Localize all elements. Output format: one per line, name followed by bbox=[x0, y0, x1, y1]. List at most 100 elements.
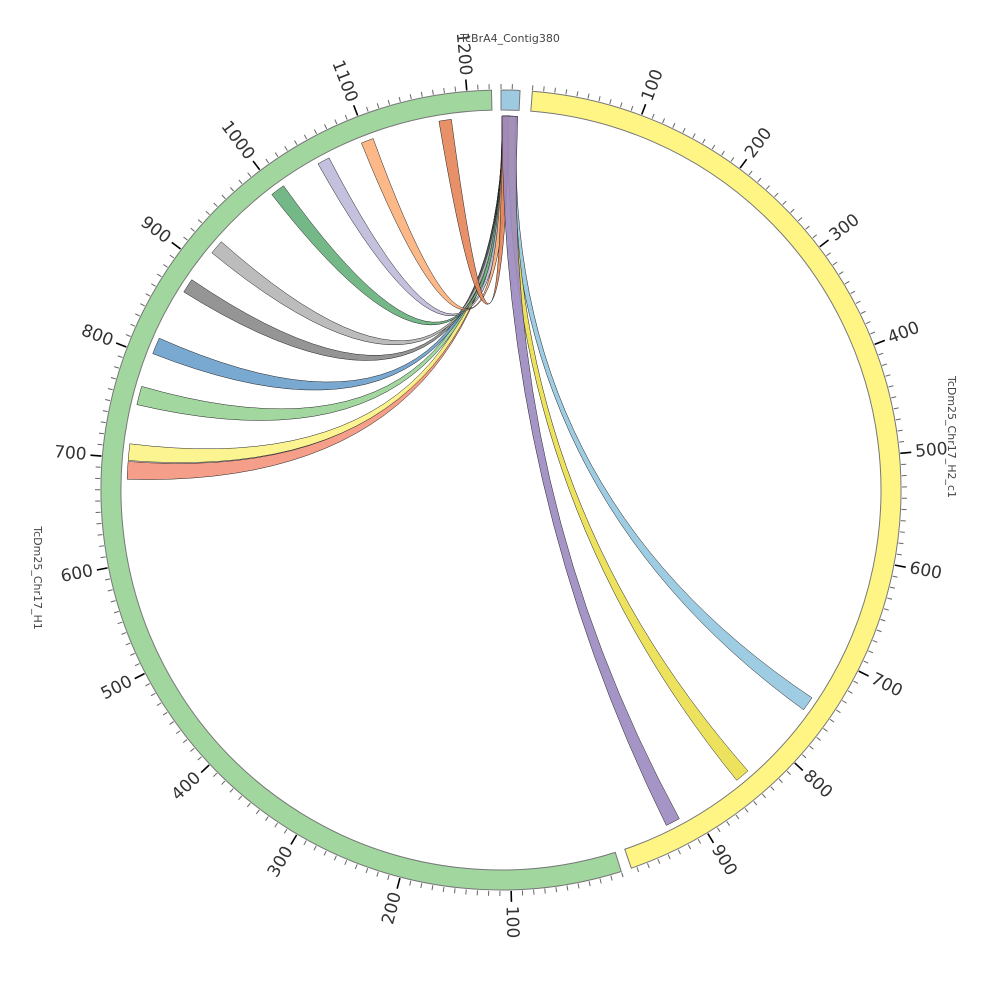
ideogram-contig[interactable] bbox=[500, 89, 521, 111]
minor-tick bbox=[134, 663, 140, 667]
minor-tick bbox=[387, 99, 391, 105]
minor-tick bbox=[667, 854, 671, 860]
minor-tick bbox=[621, 872, 624, 878]
major-tick bbox=[290, 834, 298, 845]
minor-tick bbox=[850, 290, 856, 295]
minor-tick bbox=[98, 432, 105, 435]
tick-label: 200 bbox=[378, 890, 406, 926]
minor-tick bbox=[334, 119, 338, 125]
minor-tick bbox=[565, 89, 568, 95]
minor-tick bbox=[774, 192, 779, 198]
minor-tick bbox=[130, 652, 135, 656]
minor-tick bbox=[651, 113, 655, 119]
minor-tick bbox=[454, 888, 456, 894]
minor-tick bbox=[555, 887, 558, 893]
major-tick bbox=[96, 567, 108, 571]
tick-label: 700 bbox=[868, 669, 906, 702]
minor-tick bbox=[897, 429, 903, 432]
minor-tick bbox=[599, 878, 602, 884]
minor-tick bbox=[878, 352, 884, 356]
minor-tick bbox=[636, 867, 640, 873]
minor-tick bbox=[860, 310, 866, 314]
ideogram-layer bbox=[100, 89, 902, 891]
minor-tick bbox=[150, 692, 156, 697]
minor-tick bbox=[782, 200, 787, 205]
minor-tick bbox=[863, 660, 869, 664]
minor-tick bbox=[657, 858, 661, 864]
minor-tick bbox=[313, 845, 317, 851]
major-tick bbox=[352, 104, 359, 116]
minor-tick bbox=[376, 871, 379, 877]
minor-tick bbox=[868, 650, 874, 654]
tick-label: 900 bbox=[707, 841, 741, 879]
chr-label-h2: TcDm25_Chr17_H2_c1 bbox=[945, 375, 958, 498]
minor-tick bbox=[721, 150, 725, 156]
major-tick bbox=[794, 762, 804, 772]
tick-label: 600 bbox=[908, 558, 944, 584]
minor-tick bbox=[102, 410, 108, 413]
minor-tick bbox=[274, 152, 279, 158]
minor-tick bbox=[443, 87, 445, 94]
links-layer bbox=[126, 115, 813, 826]
minor-tick bbox=[169, 254, 175, 259]
minor-tick bbox=[229, 788, 234, 793]
minor-tick bbox=[610, 875, 613, 881]
minor-tick bbox=[213, 772, 218, 777]
minor-tick bbox=[544, 888, 546, 894]
link-ribbon-h2-12 bbox=[501, 115, 680, 826]
minor-tick bbox=[284, 146, 288, 151]
minor-tick bbox=[899, 441, 905, 443]
minor-tick bbox=[344, 859, 348, 865]
tick-label: 400 bbox=[885, 318, 923, 348]
minor-tick bbox=[588, 881, 591, 887]
minor-tick bbox=[387, 874, 390, 881]
minor-tick bbox=[283, 828, 288, 834]
tick-label: 1100 bbox=[327, 58, 361, 106]
minor-tick bbox=[113, 610, 119, 614]
minor-tick bbox=[100, 421, 106, 424]
major-tick bbox=[707, 833, 715, 844]
minor-tick bbox=[816, 736, 821, 741]
minor-tick bbox=[169, 721, 174, 725]
minor-tick bbox=[100, 556, 106, 559]
ideogram-h2[interactable] bbox=[530, 90, 902, 869]
minor-tick bbox=[420, 91, 423, 97]
minor-tick bbox=[431, 89, 434, 95]
minor-tick bbox=[130, 323, 136, 327]
minor-tick bbox=[190, 747, 195, 752]
minor-tick bbox=[838, 271, 844, 275]
minor-tick bbox=[893, 407, 899, 410]
minor-tick bbox=[420, 883, 423, 889]
minor-tick bbox=[313, 129, 318, 135]
minor-tick bbox=[431, 885, 434, 891]
major-tick bbox=[465, 79, 468, 91]
minor-tick bbox=[829, 718, 835, 723]
minor-tick bbox=[151, 283, 156, 287]
tick-label: 300 bbox=[826, 210, 864, 246]
minor-tick bbox=[882, 363, 888, 366]
minor-tick bbox=[274, 822, 278, 828]
minor-tick bbox=[899, 531, 905, 533]
minor-tick bbox=[870, 331, 876, 335]
minor-tick bbox=[770, 786, 775, 791]
minor-tick bbox=[121, 632, 127, 635]
minor-tick bbox=[409, 94, 412, 100]
minor-tick bbox=[98, 545, 104, 547]
minor-tick bbox=[809, 745, 814, 750]
minor-tick bbox=[114, 366, 120, 369]
minor-tick bbox=[543, 86, 545, 92]
minor-tick bbox=[716, 827, 721, 833]
ideogram-h1[interactable] bbox=[100, 89, 622, 891]
minor-tick bbox=[835, 709, 841, 714]
minor-tick bbox=[847, 690, 853, 694]
minor-tick bbox=[805, 225, 810, 230]
minor-tick bbox=[892, 575, 898, 578]
major-tick bbox=[252, 160, 261, 171]
minor-tick bbox=[885, 374, 891, 377]
minor-tick bbox=[303, 134, 308, 140]
minor-tick bbox=[265, 816, 269, 821]
major-tick bbox=[171, 241, 182, 250]
minor-tick bbox=[898, 542, 904, 545]
minor-tick bbox=[865, 321, 871, 325]
